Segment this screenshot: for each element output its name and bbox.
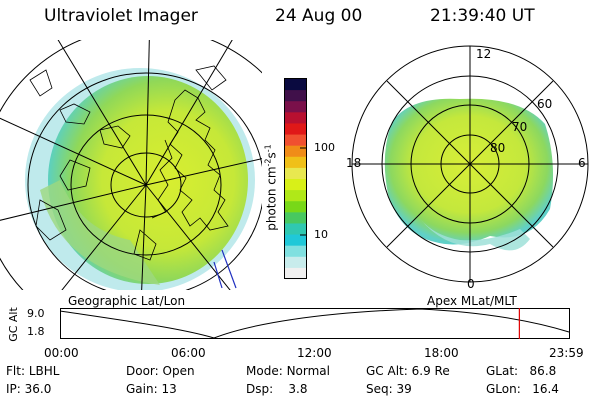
colorbar-swatch <box>285 167 306 180</box>
mlat-label-80: 80 <box>490 141 506 155</box>
geographic-panel-label: Geographic Lat/Lon <box>68 294 186 308</box>
date-label: 24 Aug 00 <box>275 6 363 26</box>
timeline-xtick-0000: 00:00 <box>44 346 79 360</box>
seq-info: Seq: 39 <box>366 382 412 396</box>
magnetic-panel-label: Apex MLat/MLT <box>427 294 517 308</box>
magnetic-polar-plot <box>351 45 589 283</box>
colorbar-swatch <box>285 201 306 213</box>
colorbar-swatch <box>285 112 306 124</box>
timeline-xtick-1800: 18:00 <box>424 346 459 360</box>
mode-info: Mode: Normal <box>246 364 330 378</box>
colorbar-swatch <box>285 101 306 113</box>
colorbar-swatch <box>285 267 306 280</box>
geographic-image-panel <box>0 40 262 290</box>
instrument-title: Ultraviolet Imager <box>44 6 198 26</box>
time-label: 21:39:40 UT <box>430 6 535 26</box>
ip-info: IP: 36.0 <box>6 382 52 396</box>
mlt-label-6: 6 <box>578 156 586 170</box>
colorbar-swatch <box>285 245 306 258</box>
colorbar-swatch <box>285 179 306 191</box>
colorbar-swatch <box>285 256 306 269</box>
colorbar-swatch <box>285 79 306 91</box>
colorbar-swatch <box>285 234 306 247</box>
gcalt-info: GC Alt: 6.9 Re <box>366 364 450 378</box>
colorbar-swatch <box>285 90 306 102</box>
timeline-ytick-top: 9.0 <box>27 307 45 320</box>
colorbar-tick-10: 10 <box>314 228 328 241</box>
colorbar-swatch <box>285 123 306 136</box>
dsp-info: Dsp: 3.8 <box>246 382 308 396</box>
colorbar-swatch <box>285 223 306 236</box>
colorbar-swatch <box>285 190 306 202</box>
aurora-oval <box>384 98 554 245</box>
colorbar-swatch <box>285 212 306 224</box>
timeline-plot <box>60 308 570 339</box>
mlt-label-0: 0 <box>467 277 475 291</box>
filter-info: Flt: LBHL <box>6 364 60 378</box>
colorbar-swatch <box>285 134 306 147</box>
timeline-xtick-1200: 12:00 <box>297 346 332 360</box>
mlat-label-60: 60 <box>537 97 553 111</box>
mlt-label-12: 12 <box>476 47 492 61</box>
door-info: Door: Open <box>126 364 195 378</box>
colorbar-swatch <box>285 145 306 158</box>
colorbar-unit-label: photon cm-2s-1 <box>263 144 279 231</box>
colorbar <box>284 78 307 280</box>
timeline-xtick-2359: 23:59 <box>549 346 584 360</box>
timeline-ytick-bottom: 1.8 <box>27 325 45 338</box>
altitude-curve <box>60 308 570 339</box>
mlat-label-70: 70 <box>512 120 528 134</box>
glat-info: GLat: 86.8 <box>486 364 557 378</box>
timeline-ylabel: GC Alt <box>6 307 20 342</box>
timeline-xtick-0600: 06:00 <box>171 346 206 360</box>
glon-info: GLon: 16.4 <box>486 382 559 396</box>
mlt-label-18: 18 <box>346 156 362 170</box>
colorbar-swatch <box>285 156 306 169</box>
gain-info: Gain: 13 <box>126 382 177 396</box>
geo-grid <box>0 40 262 290</box>
colorbar-tick-100: 100 <box>314 141 335 154</box>
